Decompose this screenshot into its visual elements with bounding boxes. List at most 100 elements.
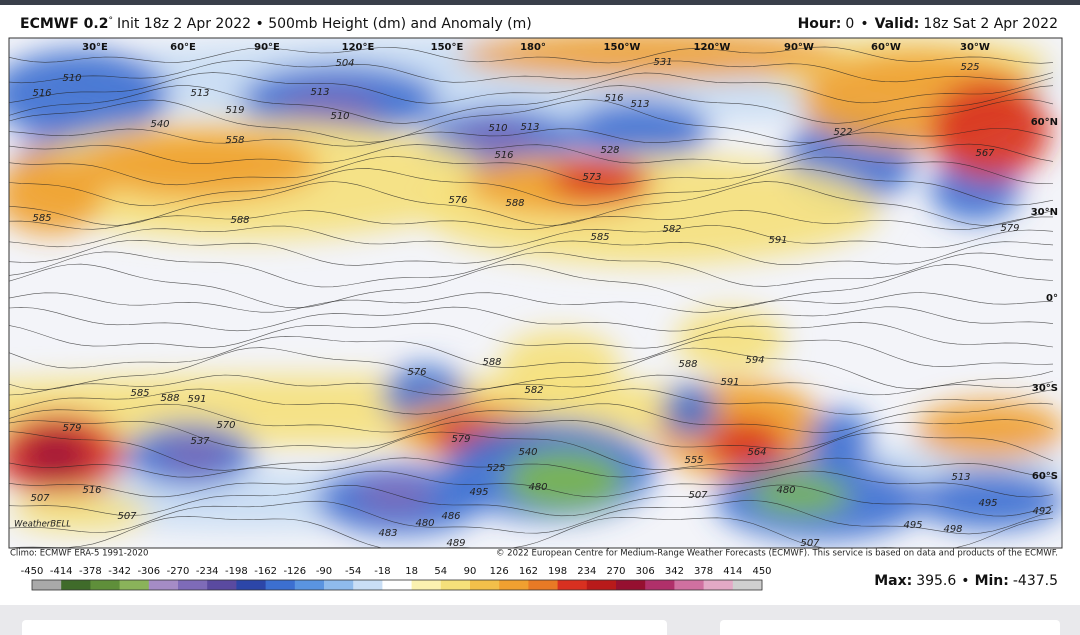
longitude-label: 90°W [784, 42, 814, 53]
contour-line [9, 128, 1054, 147]
colorbar-tick-label: -18 [374, 566, 390, 577]
max-label: Max: [874, 573, 912, 589]
latitude-label: 30°N [1031, 207, 1058, 218]
colorbar-segment [557, 580, 588, 590]
anomaly-blob [570, 100, 710, 160]
contour-label: 510 [62, 73, 81, 84]
colorbar-segment [382, 580, 413, 590]
colorbar-segment [236, 580, 267, 590]
contour-label: 483 [378, 528, 397, 539]
stats: Max: 395.6 • Min: -437.5 [874, 573, 1058, 589]
contour-label: 579 [451, 434, 470, 445]
separator: • [961, 573, 969, 589]
contour-line [9, 419, 1054, 450]
anomaly-blob [10, 492, 150, 532]
colorbar-segment [732, 580, 763, 590]
contour-line [9, 99, 1054, 143]
contour-label: 489 [446, 538, 465, 549]
contour-label: 507 [800, 538, 820, 549]
contour-line [9, 156, 1054, 186]
colorbar-tick-label: -342 [108, 566, 131, 577]
colorbar-tick-label: -54 [345, 566, 361, 577]
contour-label: 588 [482, 357, 501, 368]
longitude-label: 60°E [170, 42, 196, 53]
contour-label: 591 [720, 377, 739, 388]
contour-label: 591 [768, 235, 787, 246]
contour-line [9, 500, 1054, 535]
colorbar-segment [32, 580, 62, 590]
colorbar-segment [703, 580, 734, 590]
hour: 0 [845, 16, 854, 32]
contour-line [9, 292, 1054, 313]
contour-label: 513 [190, 88, 209, 99]
map-frame [8, 37, 1063, 549]
colorbar-tick-label: 414 [723, 566, 742, 577]
contour-line [9, 85, 1054, 124]
contour-label: 582 [662, 224, 681, 235]
contour-label: 528 [600, 145, 619, 156]
contour-label: 522 [833, 127, 852, 138]
colorbar-tick-label: 234 [577, 566, 596, 577]
title: ECMWF 0.2° Init 18z 2 Apr 2022 • 500mb He… [20, 16, 532, 33]
valid-label: Valid: [875, 16, 920, 32]
colorbar-tick-label: -126 [283, 566, 306, 577]
contour-label: 516 [494, 150, 513, 161]
contour-label: 588 [230, 215, 249, 226]
colorbar-segment [470, 580, 500, 590]
colorbar-segment [440, 580, 471, 590]
contour-label: 588 [160, 393, 179, 404]
contour-line [9, 210, 1053, 231]
contour-line [9, 388, 1054, 415]
colorbar-segment [324, 580, 354, 590]
colorbar-tick-label: -270 [167, 566, 190, 577]
contour-label: 510 [330, 111, 349, 122]
anomaly-blob [20, 430, 90, 480]
climo: Climo: ECMWF ERA-5 1991-2020 [10, 549, 148, 559]
colorbar-tick-label: -450 [21, 566, 44, 577]
colorbar-tick-label: 450 [752, 566, 771, 577]
colorbar-tick-label: 270 [606, 566, 625, 577]
anomaly-blob [355, 477, 435, 513]
colorbar-segment [674, 580, 705, 590]
latitude-label: 60°N [1031, 117, 1058, 128]
anomaly-blob [662, 384, 718, 436]
contour-label: 564 [747, 447, 766, 458]
contour-label: 585 [130, 388, 149, 399]
map-labels: 30°E 60°E 90°E 120°E 150°E 180° 150°W 120°W 90°W… [30, 42, 1058, 549]
max: 395.6 [916, 573, 956, 589]
contour-label: 480 [776, 485, 795, 496]
separator: • [860, 16, 868, 32]
contour-line [9, 60, 1054, 84]
anomaly-blob [705, 420, 785, 470]
longitude-label: 180° [520, 42, 546, 53]
contour-label: 537 [190, 436, 210, 447]
contour-label: 498 [943, 524, 962, 535]
contour-label: 525 [960, 62, 979, 73]
contour-label: 594 [745, 355, 764, 366]
colorbar-segment [528, 580, 559, 590]
contour-line [9, 347, 1054, 390]
longitude-label: 60°W [871, 42, 901, 53]
colorbar-segment [294, 580, 325, 590]
contour-label: 516 [604, 93, 623, 104]
contours [9, 46, 1054, 548]
latitude-label: 0° [1046, 293, 1058, 304]
anomaly-blob [160, 437, 230, 473]
colorbar-tick-label: 162 [519, 566, 538, 577]
longitude-label: 120°E [342, 42, 375, 53]
contour-line [9, 402, 1054, 433]
contour-label: 567 [975, 148, 995, 159]
longitude-label: 150°E [431, 42, 464, 53]
latitude-label: 60°S [1032, 471, 1058, 482]
anomaly-blob [80, 130, 320, 200]
contour-label: 507 [30, 493, 50, 504]
contour-label: 519 [225, 105, 244, 116]
contour-line [9, 181, 1054, 226]
contour-label: 504 [335, 58, 354, 69]
colorbar-segment [90, 580, 121, 590]
contour-label: 591 [187, 394, 206, 405]
contour-line [9, 72, 1054, 104]
contour-line [9, 143, 1054, 165]
colorbar-segment [178, 580, 208, 590]
